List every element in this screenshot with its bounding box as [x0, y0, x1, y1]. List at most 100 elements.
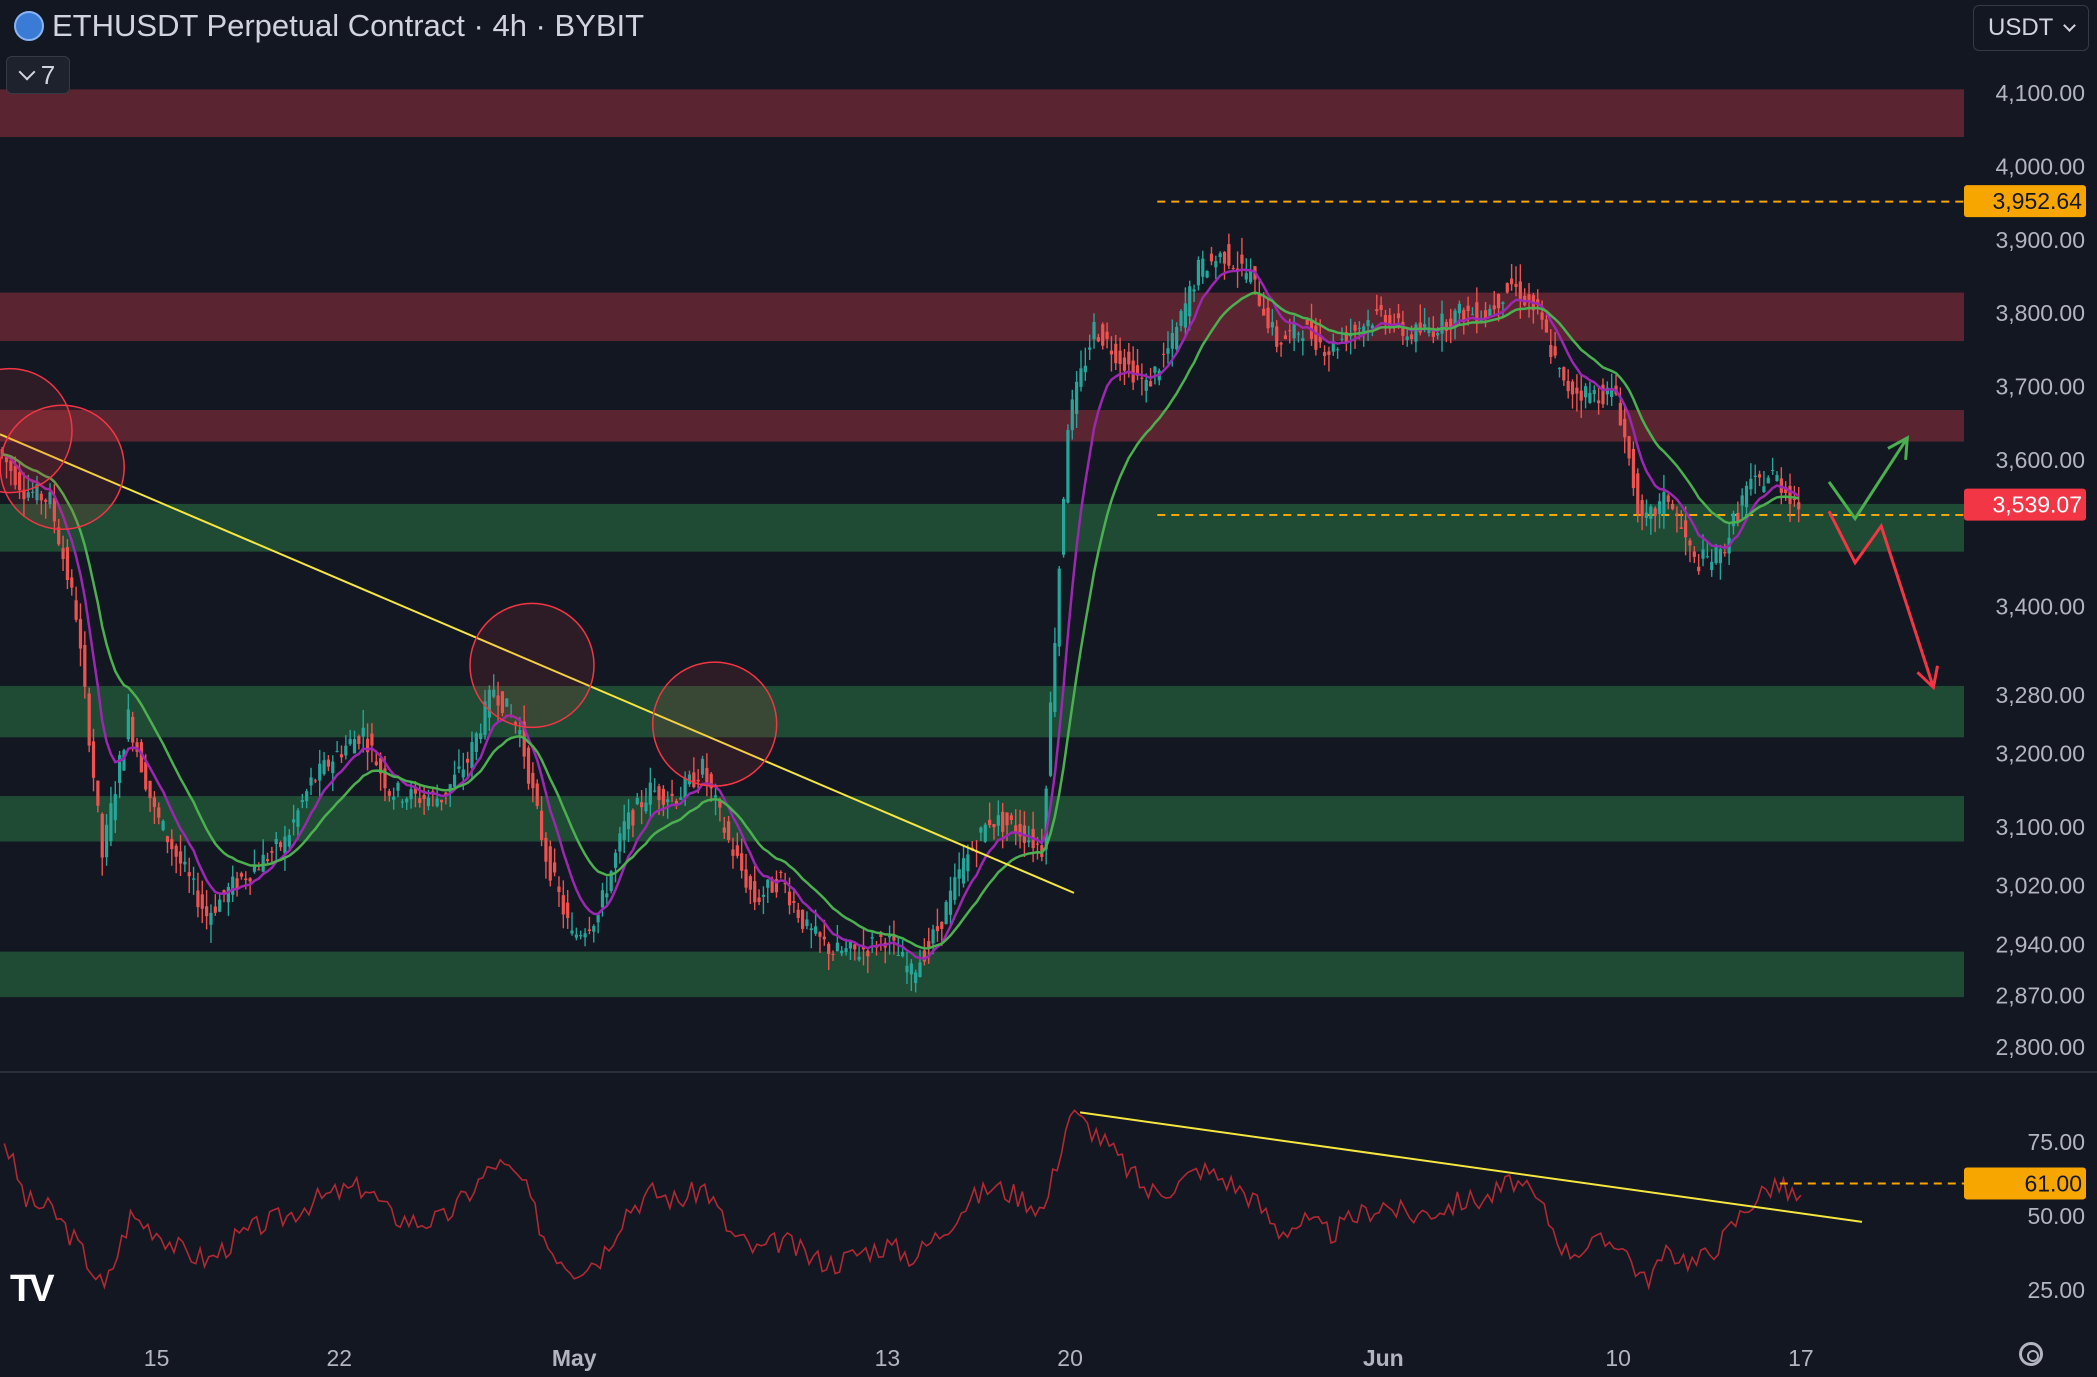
- candle-body: [1457, 303, 1462, 314]
- projection-arrow: [1827, 510, 1935, 688]
- price-axis-tick-label: 3,400.00: [1995, 594, 2085, 620]
- candle-body: [709, 773, 713, 789]
- candle-body: [1501, 302, 1505, 304]
- candle-body: [1675, 513, 1679, 516]
- candle-body: [1753, 475, 1757, 477]
- candle-body: [1562, 367, 1566, 381]
- candle-body: [948, 890, 953, 915]
- candle-body: [22, 489, 26, 500]
- candle-body: [748, 876, 752, 890]
- support-zone: [0, 503, 1964, 552]
- candle-body: [65, 547, 70, 580]
- candle-body: [966, 854, 970, 872]
- candle-body: [487, 689, 491, 718]
- candle-body: [992, 824, 996, 828]
- candle-body: [905, 965, 909, 973]
- candle-body: [574, 934, 578, 938]
- candle-body: [122, 750, 126, 771]
- candle-body: [892, 935, 896, 941]
- candle-body: [713, 795, 718, 798]
- candle-body: [322, 760, 326, 775]
- candle-body: [300, 799, 304, 803]
- candle-body: [52, 498, 56, 522]
- candle-body: [1249, 270, 1253, 283]
- currency-select[interactable]: USDT: [1973, 5, 2089, 51]
- candle-body: [792, 901, 796, 903]
- candle-body: [1188, 286, 1192, 317]
- price-tag: 3,952.64: [1992, 188, 2082, 214]
- candle-body: [104, 824, 109, 858]
- candle-body: [78, 619, 83, 649]
- gear-icon[interactable]: [2019, 1342, 2043, 1366]
- candle-body: [335, 750, 339, 752]
- candle-body: [909, 963, 913, 975]
- price-tag-bg: [1964, 488, 2086, 521]
- candle-body: [1736, 512, 1740, 522]
- candle-body: [1757, 474, 1762, 478]
- candle-body: [183, 861, 187, 865]
- candle-body: [1235, 268, 1240, 271]
- time-axis-tick-label: 15: [144, 1345, 170, 1371]
- candle-body: [818, 932, 822, 937]
- candle-body: [448, 784, 452, 793]
- candle-body: [1640, 500, 1644, 517]
- candle-body: [931, 929, 935, 944]
- candle-body: [1579, 390, 1583, 401]
- price-axis-tick-label: 3,100.00: [1995, 814, 2085, 840]
- candle-body: [1318, 335, 1322, 343]
- candle-body: [257, 869, 261, 871]
- candle-body: [1283, 335, 1288, 340]
- candle-body: [518, 730, 522, 735]
- candle-body: [1749, 478, 1753, 490]
- candle-body: [1070, 399, 1074, 431]
- candle-body: [657, 786, 661, 801]
- rsi-axis-tick-label: 75.00: [2027, 1129, 2085, 1155]
- candle-body: [531, 772, 535, 789]
- candle-body: [1414, 324, 1418, 342]
- candle-body: [1644, 512, 1649, 518]
- candle-body: [861, 946, 866, 950]
- candle-body: [944, 901, 948, 925]
- candle-body: [1701, 549, 1705, 559]
- candle-body: [492, 689, 496, 697]
- candle-body: [292, 819, 296, 823]
- candle-body: [1714, 546, 1718, 564]
- candle-body: [757, 897, 761, 902]
- rsi-tag-bg: [1964, 1167, 2086, 1200]
- price-axis-tick-label: 3,700.00: [1995, 374, 2085, 400]
- candle-body: [1331, 341, 1335, 352]
- candle-body: [278, 842, 283, 848]
- candle-body: [357, 736, 361, 744]
- candle-body: [513, 722, 518, 725]
- resistance-zone: [0, 292, 1964, 342]
- arrow-head: [1887, 435, 1909, 460]
- candle-body: [9, 460, 13, 472]
- candle-body: [1583, 386, 1588, 398]
- rsi-pane: [3, 1109, 1964, 1291]
- candle-body: [474, 733, 478, 752]
- candle-body: [1218, 253, 1222, 257]
- indicators-toggle-button[interactable]: 7: [6, 56, 70, 94]
- candle-body: [548, 846, 552, 881]
- candle-body: [1488, 308, 1492, 318]
- candle-body: [274, 838, 278, 845]
- candle-body: [557, 886, 561, 893]
- candle-body: [1279, 342, 1283, 345]
- candle-body: [1505, 283, 1509, 293]
- candle-body: [587, 929, 592, 931]
- candle-body: [1440, 313, 1444, 334]
- candle-body: [1409, 334, 1414, 340]
- candle-body: [1423, 324, 1427, 328]
- candle-body: [152, 797, 157, 807]
- candle-body: [1601, 384, 1605, 405]
- candle-body: [1061, 498, 1066, 555]
- candle-body: [422, 794, 426, 800]
- candle-body: [331, 761, 335, 774]
- candle-body: [770, 878, 774, 893]
- candle-body: [687, 774, 692, 785]
- candle-body: [988, 819, 992, 826]
- candle-body: [1496, 293, 1501, 309]
- candle-body: [1666, 495, 1670, 502]
- resistance-zone: [0, 89, 1964, 138]
